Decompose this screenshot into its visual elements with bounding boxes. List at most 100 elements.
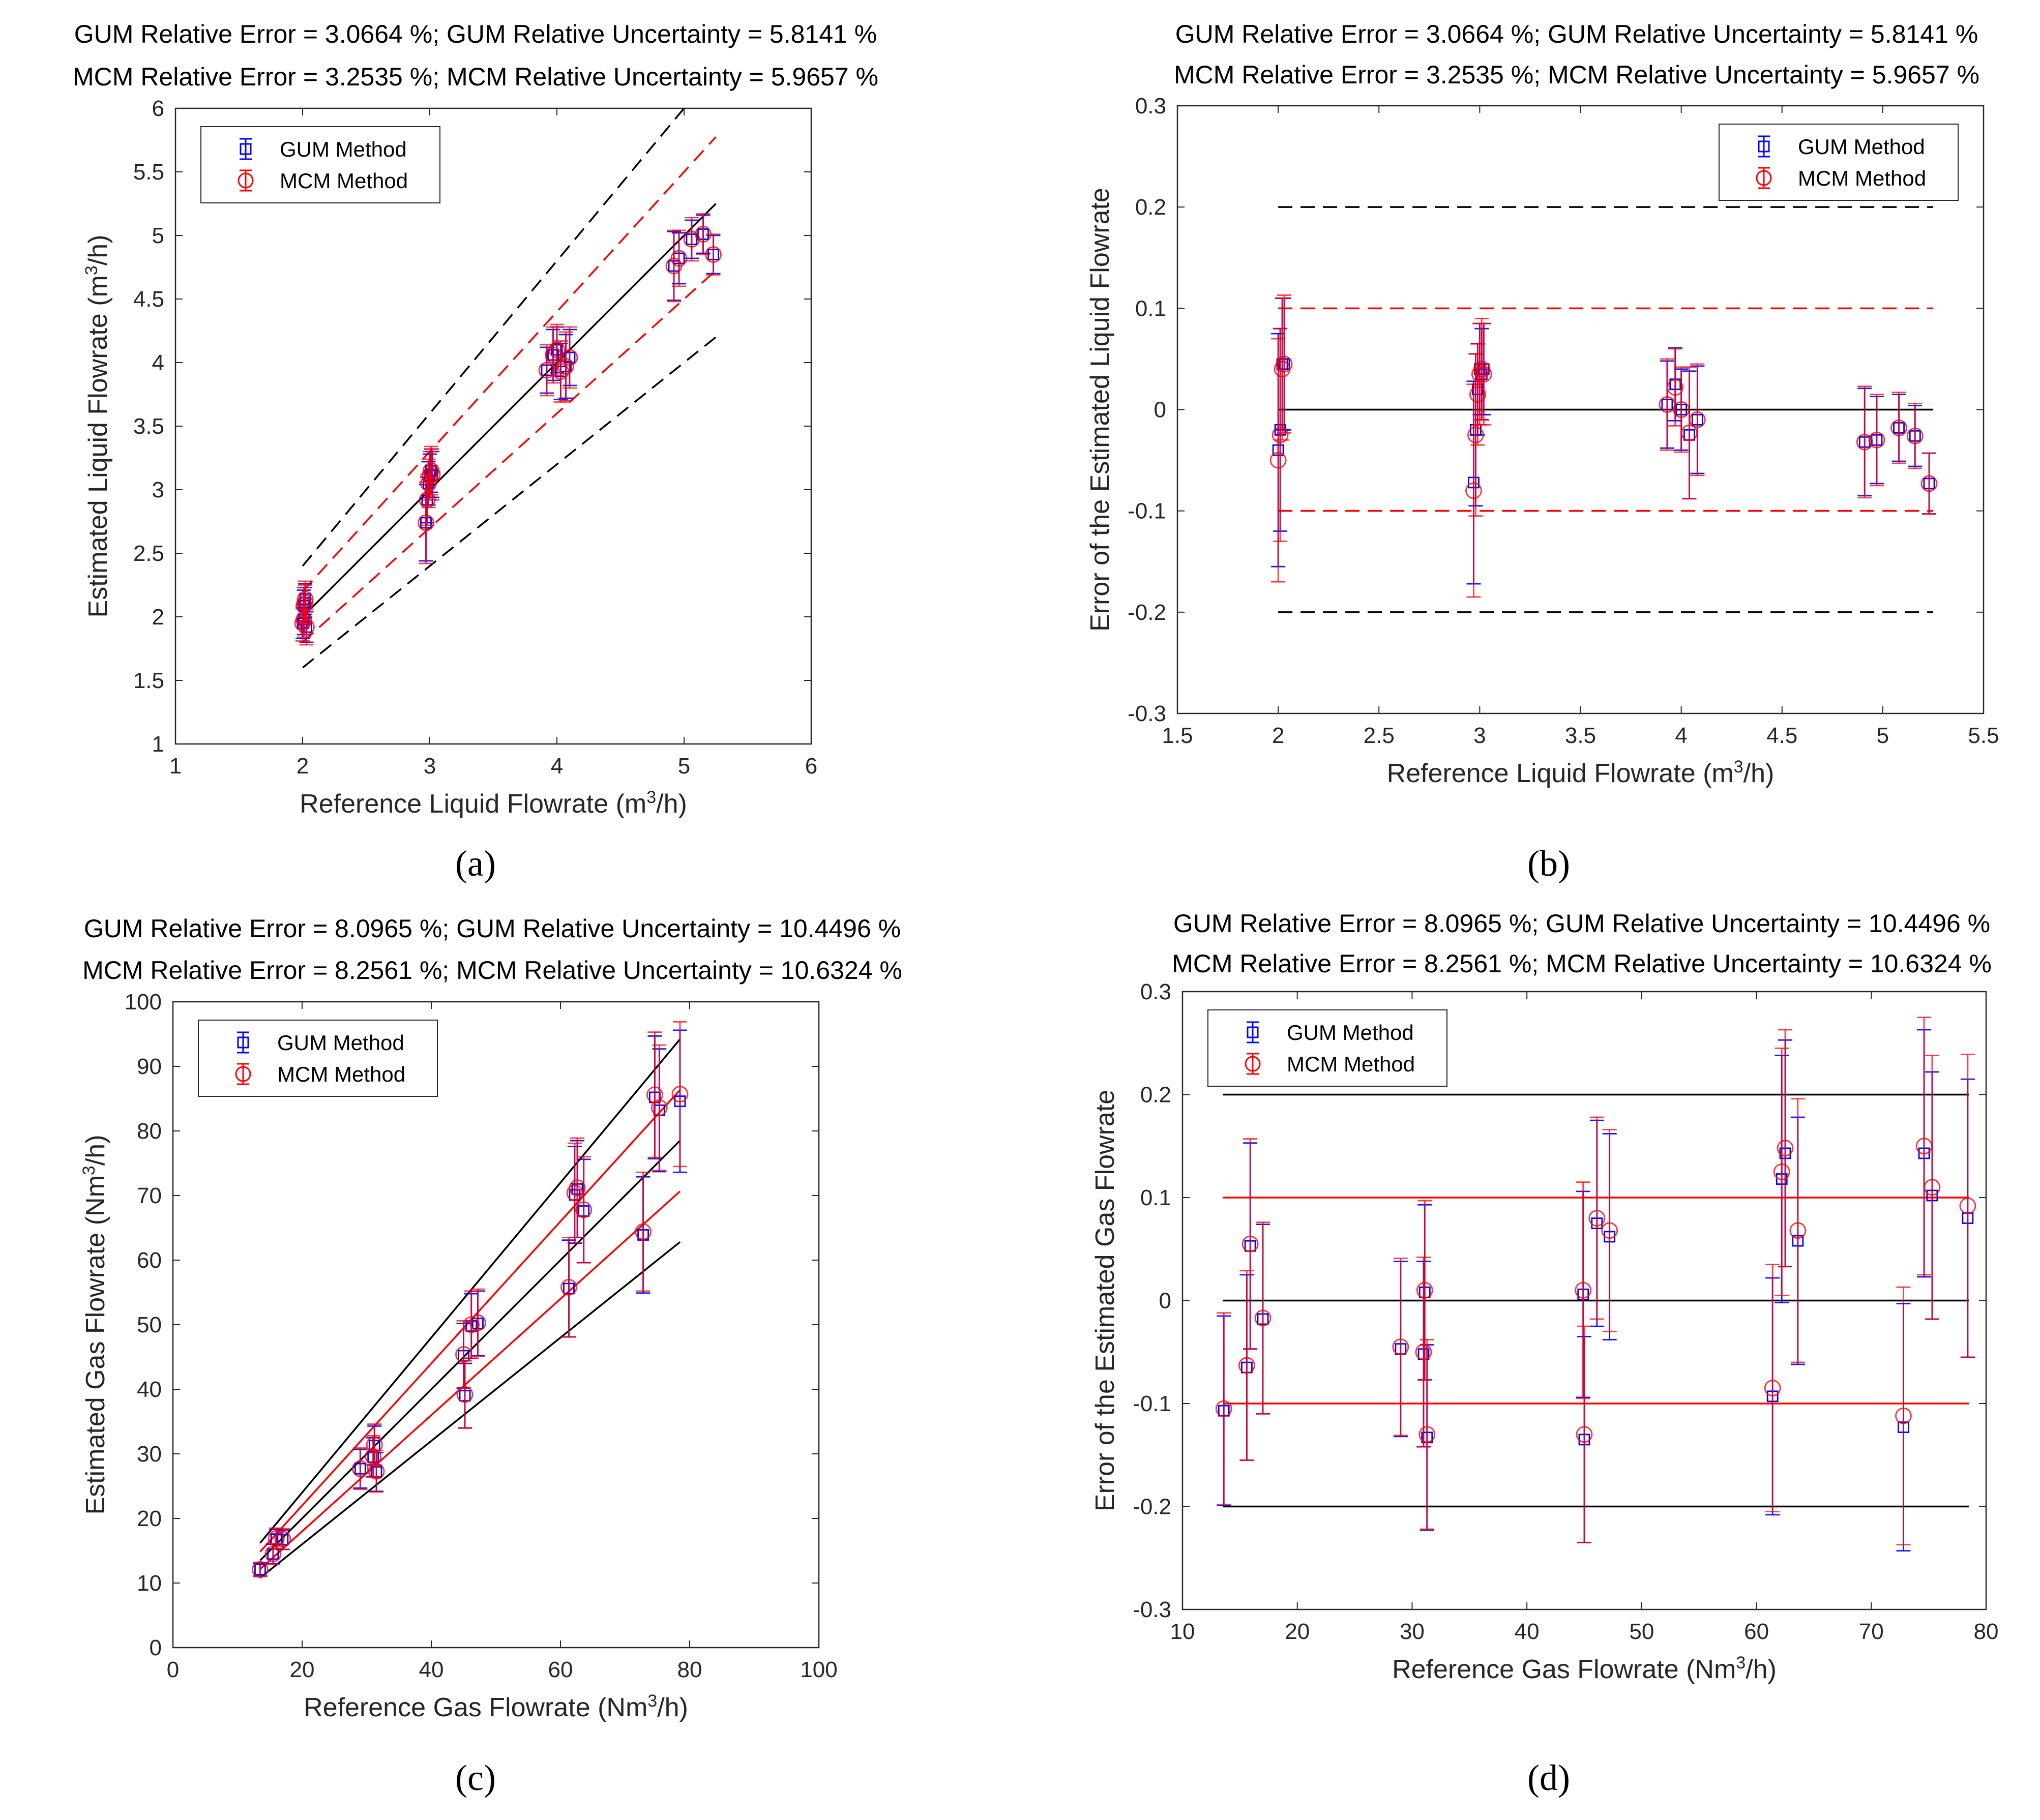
y-tick-label: 0.2 xyxy=(1135,195,1166,220)
data-point-circle xyxy=(1467,426,1484,443)
x-tick-label: 0 xyxy=(167,1657,179,1682)
legend-label: GUM Method xyxy=(1798,135,1925,159)
data-point-circle xyxy=(366,1436,383,1453)
y-tick-label: 50 xyxy=(137,1312,162,1337)
stat-line-2: MCM Relative Error = 8.2561 %; MCM Relat… xyxy=(82,956,902,984)
data-point-circle xyxy=(1764,1380,1781,1397)
data-point-circle xyxy=(351,1460,369,1477)
y-tick-label: 3.5 xyxy=(133,414,164,439)
x-axis-label: Reference Liquid Flowrate (m3/h) xyxy=(300,788,687,819)
data-point-circle xyxy=(1215,1400,1232,1417)
y-tick-label: 5 xyxy=(152,223,164,248)
legend-label: MCM Method xyxy=(277,1062,405,1086)
stat-line-1: GUM Relative Error = 8.0965 %; GUM Relat… xyxy=(1173,909,1990,938)
x-tick-label: 20 xyxy=(290,1657,315,1682)
reference-line xyxy=(302,108,686,567)
data-point-circle xyxy=(264,1545,282,1563)
stat-line-2: MCM Relative Error = 3.2535 %; MCM Relat… xyxy=(73,63,878,91)
data-point-circle xyxy=(420,475,437,492)
y-axis-label: Error of the Estimated Gas Flowrate xyxy=(1090,1090,1120,1511)
x-tick-label: 3 xyxy=(1473,723,1486,748)
stat-line-1: GUM Relative Error = 8.0965 %; GUM Relat… xyxy=(84,914,901,943)
x-tick-label: 100 xyxy=(800,1657,837,1682)
y-tick-label: 20 xyxy=(137,1506,162,1531)
y-tick-label: 0.3 xyxy=(1135,94,1166,118)
y-tick-label: 4.5 xyxy=(133,287,164,312)
y-tick-label: 0 xyxy=(150,1635,162,1660)
series-mcm xyxy=(294,213,722,646)
x-tick-label: 10 xyxy=(1170,1619,1195,1644)
data-point-circle xyxy=(1576,1426,1593,1443)
y-axis-label: Estimated Gas Flowrate (Nm3/h) xyxy=(79,1135,110,1514)
legend-label: MCM Method xyxy=(1287,1052,1415,1076)
legend-label: GUM Method xyxy=(1287,1021,1414,1045)
data-point-circle xyxy=(418,514,434,531)
y-tick-label: 10 xyxy=(137,1571,162,1596)
chart-panel-a: GUM Relative Error = 3.0664 %; GUM Relat… xyxy=(73,20,878,884)
data-point-circle xyxy=(298,618,315,636)
x-tick-label: 5 xyxy=(1877,723,1889,748)
x-tick-label: 3.5 xyxy=(1565,723,1596,748)
legend: GUM Method MCM Method xyxy=(198,1020,438,1097)
data-point-circle xyxy=(463,1316,480,1333)
x-tick-label: 60 xyxy=(548,1657,573,1682)
data-point-circle xyxy=(368,1463,385,1480)
data-point-circle xyxy=(1789,1222,1807,1239)
y-tick-label: 90 xyxy=(137,1054,162,1079)
y-tick-label: 6 xyxy=(152,96,164,121)
plot-content xyxy=(294,108,722,669)
x-tick-label: 1 xyxy=(169,754,182,779)
plot-content xyxy=(252,1021,689,1579)
x-tick-label: 20 xyxy=(1285,1619,1310,1644)
x-axis-label: Reference Gas Flowrate (Nm3/h) xyxy=(1392,1653,1777,1684)
data-point-circle xyxy=(1418,1426,1436,1443)
y-tick-label: 0 xyxy=(1159,1289,1171,1314)
data-point-circle xyxy=(252,1561,269,1578)
legend-marker-square xyxy=(1247,1026,1259,1038)
data-point-circle xyxy=(552,363,569,380)
data-point-circle xyxy=(538,362,555,379)
data-point-circle xyxy=(469,1314,486,1331)
x-tick-label: 50 xyxy=(1629,1619,1654,1644)
y-tick-label: 40 xyxy=(137,1377,162,1402)
plot-content xyxy=(1215,1017,1976,1552)
data-point-circle xyxy=(1238,1357,1255,1374)
x-tick-label: 1.5 xyxy=(1162,723,1193,748)
x-tick-label: 3 xyxy=(424,754,436,779)
legend-label: GUM Method xyxy=(280,137,407,161)
data-point-circle xyxy=(561,349,578,366)
y-axis-label: Error of the Estimated Liquid Flowrate xyxy=(1085,188,1115,632)
legend: GUM Method MCM Method xyxy=(200,126,440,203)
legend-marker-square xyxy=(237,1036,249,1049)
y-tick-label: 1.5 xyxy=(133,668,164,693)
stat-line-2: MCM Relative Error = 3.2535 %; MCM Relat… xyxy=(1174,61,1979,89)
data-point-circle xyxy=(1895,1407,1912,1424)
data-point-circle xyxy=(1416,1281,1433,1299)
data-point-circle xyxy=(569,1179,586,1197)
y-tick-label: 0 xyxy=(1154,398,1166,423)
y-tick-label: 30 xyxy=(137,1442,162,1467)
y-tick-label: -0.2 xyxy=(1133,1495,1171,1519)
stat-line-1: GUM Relative Error = 3.0664 %; GUM Relat… xyxy=(74,20,877,48)
x-tick-label: 40 xyxy=(1515,1619,1540,1644)
data-point-circle xyxy=(1773,1163,1790,1180)
data-point-circle xyxy=(548,341,566,359)
data-point-circle xyxy=(670,250,688,267)
chart-panel-b: GUM Relative Error = 3.0664 %; GUM Relat… xyxy=(1085,20,1999,884)
x-tick-label: 4.5 xyxy=(1766,723,1797,748)
data-point-circle xyxy=(671,1086,689,1103)
series-mcm xyxy=(252,1021,689,1578)
y-tick-label: -0.1 xyxy=(1133,1391,1171,1416)
data-point-circle xyxy=(1254,1309,1272,1327)
data-point-circle xyxy=(1588,1210,1606,1227)
y-tick-label: 0.3 xyxy=(1140,979,1171,1004)
panel-caption: (b) xyxy=(1527,843,1570,884)
y-tick-label: -0.3 xyxy=(1128,701,1166,726)
data-point-circle xyxy=(456,1386,474,1403)
y-tick-label: 2 xyxy=(152,605,164,630)
data-point-circle xyxy=(1868,431,1885,449)
data-point-circle xyxy=(1920,475,1938,492)
series-mcm xyxy=(1215,1017,1976,1545)
stat-line-1: GUM Relative Error = 3.0664 %; GUM Relat… xyxy=(1175,20,1978,48)
reference-line xyxy=(259,1190,681,1570)
